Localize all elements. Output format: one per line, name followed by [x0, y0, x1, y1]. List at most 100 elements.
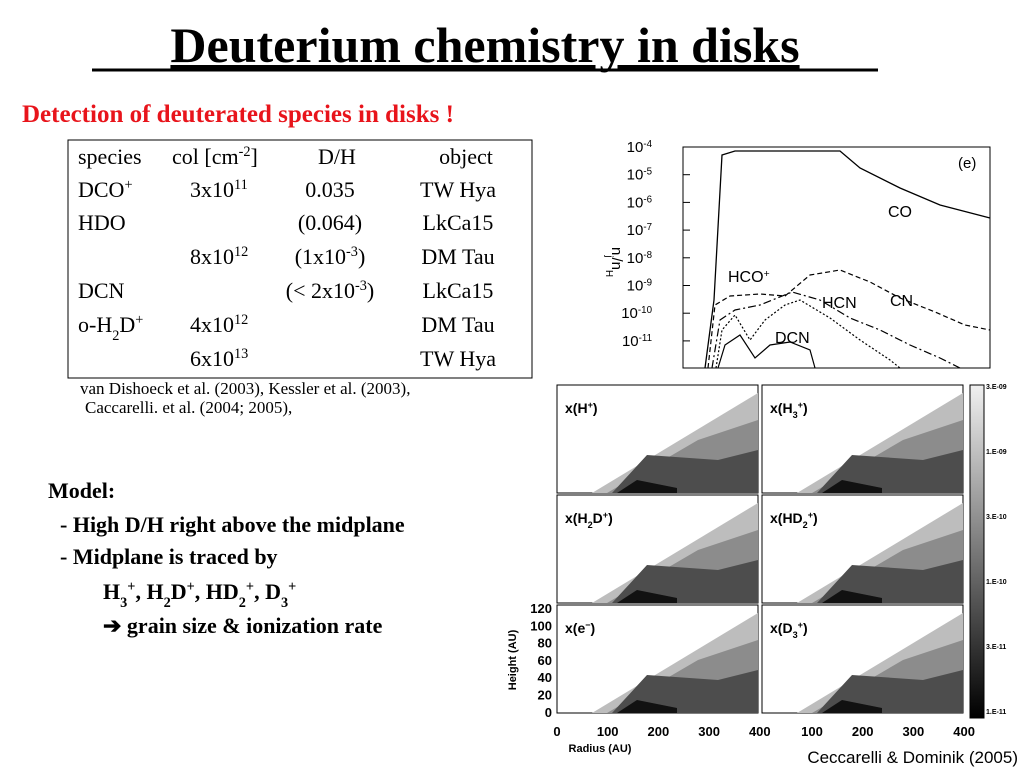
model-line: ➔ grain size & ionization rate	[103, 613, 383, 638]
text-run: D	[593, 510, 603, 526]
superscript: -5	[643, 166, 652, 177]
text-run: species	[78, 144, 142, 169]
text-run: o-H	[78, 312, 112, 337]
text-run: x(H	[770, 400, 793, 416]
y-tick-label: 0	[545, 705, 552, 720]
table-header-cell: species	[78, 144, 142, 169]
y-tick-label: 60	[538, 653, 552, 668]
superscript: -4	[643, 139, 652, 150]
subscript: H	[604, 270, 615, 277]
text-run: DCN	[78, 278, 125, 303]
contour-region	[612, 670, 758, 713]
colorbar-label: 1.E-11	[986, 709, 1006, 716]
model-heading: Model:	[48, 478, 115, 503]
text-run: DCN	[775, 330, 810, 347]
text-run: , D	[254, 579, 281, 604]
text-run: HCN	[822, 295, 857, 312]
model-line: - High D/H right above the midplane	[60, 512, 405, 537]
y-tick-label: 10-10	[621, 305, 652, 323]
text-run: HDO	[78, 210, 126, 235]
superscript: +	[603, 510, 608, 520]
y-tick-label: 10-8	[627, 249, 652, 267]
curve-label: DCN	[775, 330, 810, 347]
superscript: +	[124, 177, 132, 193]
text-run: x(H	[565, 510, 588, 526]
colorbar-label: 3.E-10	[986, 514, 1007, 521]
text-run: )	[593, 400, 598, 416]
y-tick-label: 80	[538, 636, 552, 651]
title: Deuterium chemistry in disks	[170, 17, 799, 73]
panel-label: x(HD2+)	[770, 510, 818, 530]
superscript: -10	[638, 305, 653, 316]
y-tick-label: 10-11	[622, 332, 652, 350]
text-run: x(H	[565, 400, 588, 416]
superscript: -3	[346, 244, 358, 260]
contour-region	[612, 560, 758, 603]
superscript: +	[798, 620, 803, 630]
reference: van Dishoeck et al. (2003), Kessler et a…	[80, 379, 410, 398]
text-run: DM Tau	[421, 312, 494, 337]
contour-region	[817, 670, 963, 713]
text-run: (0.064)	[298, 210, 362, 235]
subscript: j	[604, 254, 615, 257]
y-tick-label: 10-4	[627, 139, 653, 157]
subtitle: Detection of deuterated species in disks…	[22, 101, 454, 128]
y-axis-label: Height (AU)	[507, 629, 519, 690]
table-cell: 3x1011	[190, 177, 248, 202]
superscript: -8	[643, 249, 652, 260]
y-tick-label: 10-7	[627, 222, 652, 240]
contour-region	[817, 560, 963, 603]
curve	[707, 269, 991, 369]
text-run: D	[171, 579, 187, 604]
y-tick-label: 10-6	[627, 194, 652, 212]
reference: Caccarelli. et al. (2004; 2005),	[85, 398, 292, 417]
subscript: 3	[120, 595, 127, 611]
subscript: 2	[588, 520, 593, 530]
x-tick-label: 100	[597, 724, 619, 739]
text-run: , H	[135, 579, 163, 604]
x-tick-label: 300	[903, 724, 925, 739]
x-tick-label: 300	[698, 724, 720, 739]
superscript: -11	[639, 332, 652, 343]
y-tick-label: 40	[538, 670, 552, 685]
y-tick-label: 120	[530, 601, 552, 616]
text-run: x(e	[565, 620, 585, 636]
contour-region	[612, 450, 758, 493]
x-tick-label: 0	[553, 724, 560, 739]
text-run: 3x10	[190, 177, 234, 202]
table-cell: DCN	[78, 278, 125, 303]
text-run: 10	[622, 333, 639, 350]
y-tick-label: 10-9	[627, 277, 652, 295]
text-run: x(HD	[770, 510, 803, 526]
table-cell: HDO	[78, 210, 126, 235]
table-header-cell: col [cm-2]	[172, 144, 258, 169]
table-cell: LkCa15	[423, 210, 494, 235]
subscript: 2	[112, 328, 119, 344]
superscript: 13	[234, 346, 248, 362]
curve	[704, 150, 991, 369]
table-header-cell: D/H	[318, 144, 356, 169]
contour-region	[822, 480, 882, 493]
text-run: (< 2x10	[286, 278, 355, 303]
text-run: )	[608, 510, 613, 526]
panel-label: x(H+)	[565, 400, 598, 416]
curve-label: HCN	[822, 295, 857, 312]
contour-region	[617, 590, 677, 603]
text-run: 10	[627, 278, 644, 295]
table-cell: TW Hya	[420, 346, 496, 371]
text-run: 10	[627, 194, 644, 211]
subscript: 3	[793, 410, 798, 420]
table-cell: 8x1012	[190, 244, 248, 269]
text-run: HCO	[728, 269, 764, 286]
text-run: )	[803, 620, 808, 636]
curve-label: CN	[890, 293, 913, 310]
model-line: - Midplane is traced by	[60, 544, 278, 569]
x-tick-label: 400	[953, 724, 975, 739]
table-cell: DM Tau	[421, 312, 494, 337]
text-run: 10	[627, 250, 644, 267]
panel-label: x(H3+)	[770, 400, 808, 420]
superscript: +	[127, 579, 135, 595]
text-run: x(D	[770, 620, 793, 636]
text-run: col [cm	[172, 144, 239, 169]
text-run: object	[439, 144, 493, 169]
